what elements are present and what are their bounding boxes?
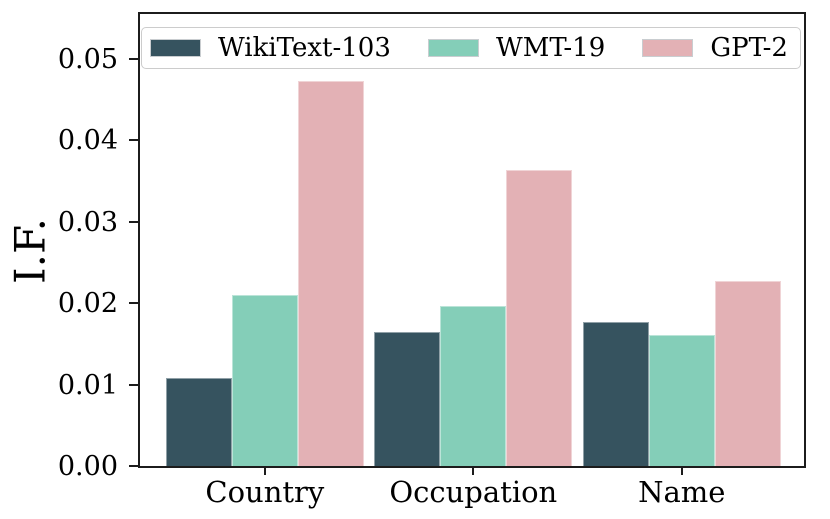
y-tick-label: 0.04 — [57, 125, 118, 157]
legend-entry-wmt-19: WMT-19 — [428, 35, 605, 61]
x-tick-mark — [472, 466, 475, 475]
y-tick-mark — [129, 302, 138, 305]
bar-occupation-gpt-2 — [506, 170, 572, 466]
legend-label: GPT-2 — [710, 33, 788, 63]
bar-name-wikitext-103 — [583, 322, 649, 466]
legend-label: WikiText-103 — [218, 33, 391, 63]
x-tick-label-country: Country — [205, 475, 325, 509]
plot-area: WikiText-103 WMT-19 GPT-2 — [140, 14, 804, 466]
bar-name-wmt-19 — [649, 335, 715, 466]
bar-occupation-wmt-19 — [440, 306, 506, 466]
y-tick-mark — [129, 220, 138, 223]
bar-name-gpt-2 — [715, 281, 781, 466]
legend-swatch-icon — [642, 39, 694, 57]
legend: WikiText-103 WMT-19 GPT-2 — [141, 27, 801, 69]
bar-occupation-wikitext-103 — [374, 332, 440, 466]
y-tick-mark — [129, 139, 138, 142]
y-tick-label: 0.01 — [57, 369, 118, 401]
y-tick-mark — [129, 465, 138, 467]
bar-country-wikitext-103 — [166, 378, 232, 466]
legend-swatch-icon — [428, 39, 480, 57]
legend-label: WMT-19 — [496, 33, 606, 63]
y-tick-label: 0.03 — [57, 206, 118, 238]
x-tick-mark — [680, 466, 683, 475]
y-tick-mark — [129, 383, 138, 386]
x-tick-label-name: Name — [638, 475, 726, 509]
legend-entry-gpt-2: GPT-2 — [642, 35, 788, 61]
bar-country-gpt-2 — [298, 81, 364, 466]
legend-swatch-icon — [150, 39, 201, 57]
x-tick-mark — [263, 466, 266, 475]
y-tick-label: 0.05 — [57, 43, 118, 75]
y-tick-mark — [129, 57, 138, 60]
y-tick-label: 0.02 — [57, 288, 118, 320]
bar-country-wmt-19 — [232, 295, 298, 466]
x-tick-label-occupation: Occupation — [389, 475, 558, 509]
y-tick-label: 0.00 — [57, 451, 118, 482]
legend-entry-wikitext-103: WikiText-103 — [150, 35, 391, 61]
